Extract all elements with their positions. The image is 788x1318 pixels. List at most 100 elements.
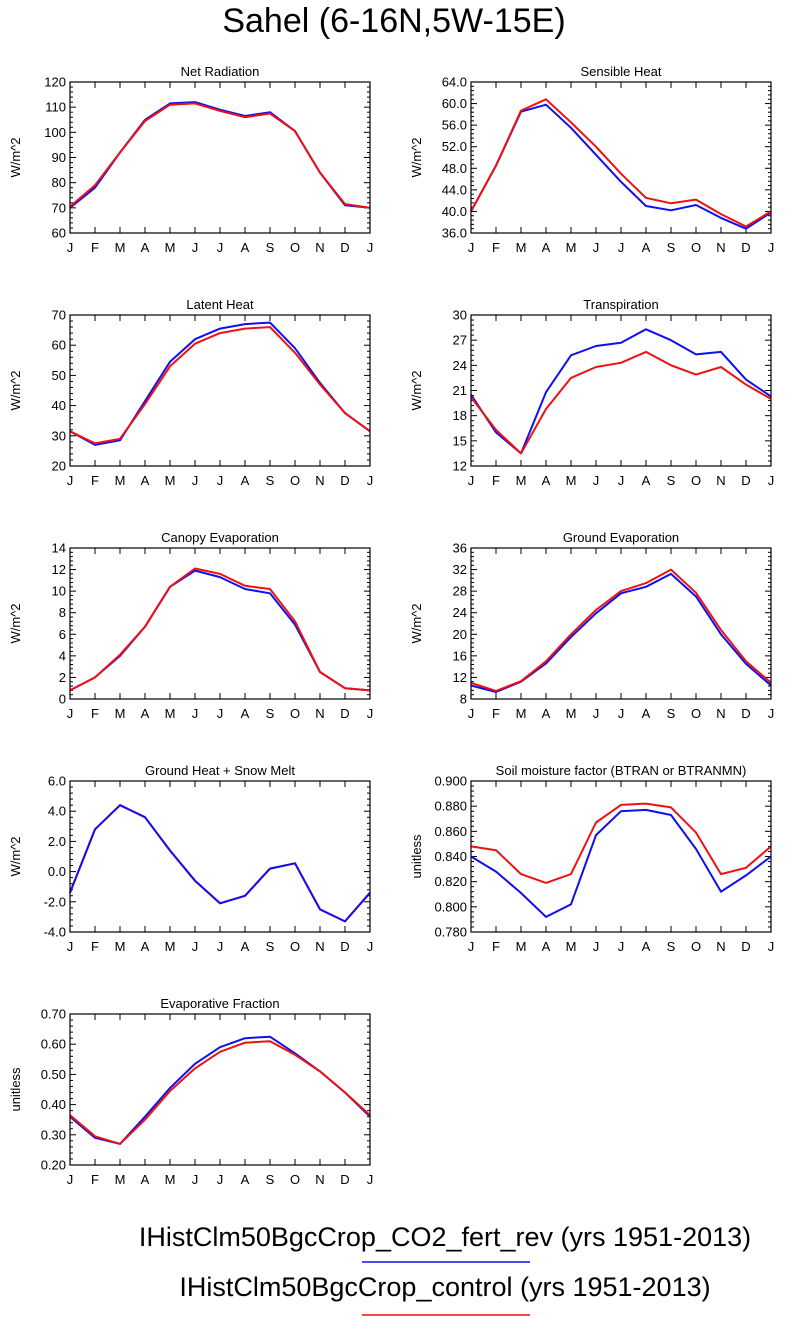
series-line-2 [470, 350, 772, 455]
x-tick-label: D [741, 939, 750, 954]
x-tick-label: A [642, 706, 651, 721]
series-line-1 [69, 569, 371, 692]
x-tick-label: J [67, 1172, 74, 1187]
chart-title: Canopy Evaporation [161, 530, 279, 545]
x-tick-label: S [667, 706, 676, 721]
x-tick-label: J [217, 939, 224, 954]
x-tick-label: J [593, 706, 600, 721]
x-tick-label: A [141, 939, 150, 954]
y-tick-label: 14 [52, 541, 66, 556]
x-tick-label: J [192, 939, 199, 954]
x-tick-label: A [241, 240, 250, 255]
y-tick-label: 120 [44, 75, 66, 90]
x-tick-label: F [492, 706, 500, 721]
y-tick-label: 0.20 [41, 1158, 66, 1173]
x-tick-label: J [768, 706, 775, 721]
chart-panel-6: Ground Evaporation W/m^2 8 12 16 20 24 28 32 36 J F… [409, 530, 774, 721]
x-tick-label: M [566, 939, 577, 954]
x-tick-label: A [542, 939, 551, 954]
x-tick-label: N [716, 473, 725, 488]
x-tick-label: N [315, 939, 324, 954]
series-line-2 [69, 102, 371, 209]
x-tick-label: A [141, 1172, 150, 1187]
x-tick-label: J [192, 240, 199, 255]
y-tick-label: 0.780 [434, 925, 467, 940]
chart-panel-7: Ground Heat + Snow Melt W/m^2 -4.0 -2.0 0.0 2… [8, 763, 373, 954]
plot-frame [470, 547, 772, 700]
x-tick-label: M [566, 240, 577, 255]
y-tick-label: 20 [453, 627, 467, 642]
y-tick-label: 52.0 [442, 139, 467, 154]
series-line-2 [69, 326, 371, 445]
chart-title: Transpiration [583, 297, 658, 312]
x-tick-label: S [266, 1172, 275, 1187]
x-tick-label: O [290, 939, 300, 954]
x-tick-label: M [516, 939, 527, 954]
x-tick-label: O [691, 473, 701, 488]
x-tick-label: J [217, 240, 224, 255]
y-tick-label: 8 [460, 692, 467, 707]
x-tick-label: J [468, 939, 475, 954]
y-axis-label: W/m^2 [8, 836, 23, 876]
x-tick-label: J [367, 706, 374, 721]
y-tick-label: 70 [52, 308, 66, 323]
series-line-2 [470, 568, 772, 692]
x-tick-label: M [115, 706, 126, 721]
y-tick-label: -4.0 [44, 925, 66, 940]
x-tick-label: F [91, 473, 99, 488]
plot-frame [470, 314, 772, 467]
plot-frame [69, 314, 371, 467]
x-tick-label: F [492, 473, 500, 488]
x-tick-label: J [367, 240, 374, 255]
x-tick-label: M [115, 240, 126, 255]
chart-title: Latent Heat [186, 297, 254, 312]
x-tick-label: M [115, 1172, 126, 1187]
chart-title: Ground Evaporation [563, 530, 679, 545]
y-tick-label: 12 [52, 562, 66, 577]
plot-frame [69, 547, 371, 700]
x-tick-label: J [367, 1172, 374, 1187]
y-axis-label: W/m^2 [8, 370, 23, 410]
plot-frame [69, 1013, 371, 1166]
x-tick-label: N [315, 240, 324, 255]
y-tick-label: 36 [453, 541, 467, 556]
legend: IHistClm50BgcCrop_CO2_fert_rev (yrs 1951… [139, 1222, 751, 1316]
x-tick-label: J [192, 1172, 199, 1187]
y-tick-label: 48.0 [442, 161, 467, 176]
x-tick-label: M [115, 939, 126, 954]
chart-panel-9: Evaporative Fraction unitless 0.20 0.30 0.40… [8, 996, 373, 1187]
series-line-1 [69, 321, 371, 446]
x-tick-label: J [618, 939, 625, 954]
x-tick-label: J [217, 706, 224, 721]
y-tick-label: 0.0 [48, 864, 66, 879]
y-tick-label: 110 [45, 100, 66, 115]
y-tick-label: 32 [453, 562, 467, 577]
plot-frame [69, 780, 371, 933]
x-tick-label: F [91, 1172, 99, 1187]
x-tick-label: N [716, 240, 725, 255]
y-tick-label: 64.0 [442, 75, 467, 90]
x-tick-label: A [542, 473, 551, 488]
y-tick-label: 6 [59, 627, 66, 642]
x-tick-label: J [192, 473, 199, 488]
x-tick-label: J [468, 706, 475, 721]
y-tick-label: 10 [52, 584, 66, 599]
x-tick-label: J [67, 240, 74, 255]
y-tick-label: 27 [453, 333, 467, 348]
x-tick-label: D [741, 706, 750, 721]
chart-title: Ground Heat + Snow Melt [145, 763, 295, 778]
y-tick-label: 30 [52, 428, 66, 443]
x-tick-label: J [217, 473, 224, 488]
x-tick-label: S [266, 706, 275, 721]
x-tick-label: J [618, 240, 625, 255]
x-tick-label: A [642, 473, 651, 488]
y-tick-label: 0.40 [41, 1097, 66, 1112]
y-tick-label: 30 [453, 308, 467, 323]
x-tick-label: N [315, 473, 324, 488]
legend-label-2: IHistClm50BgcCrop_control (yrs 1951-2013… [179, 1272, 710, 1302]
